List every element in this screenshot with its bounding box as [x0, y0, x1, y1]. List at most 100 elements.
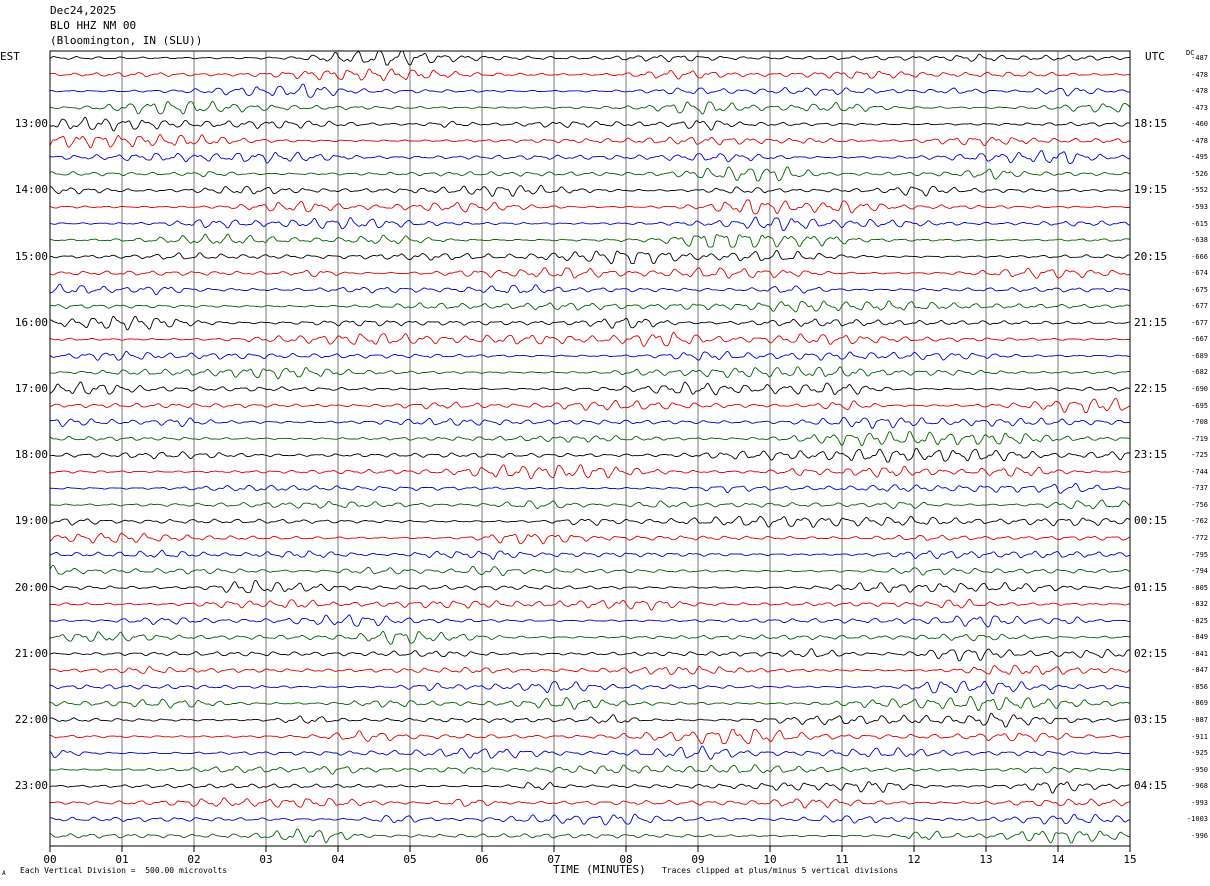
seismic-trace-8	[49, 166, 1131, 182]
dc-offset-label: -737	[1191, 484, 1208, 493]
dc-offset-label: -832	[1191, 600, 1208, 609]
seismic-trace-47	[49, 813, 1130, 826]
dc-offset-label: -825	[1191, 616, 1208, 625]
seismic-trace-41	[49, 712, 1131, 728]
est-hour-label: 19:00	[14, 514, 48, 528]
seismic-trace-17	[50, 315, 1131, 331]
dc-offset-label: -675	[1191, 285, 1208, 294]
utc-hour-label: 18:15	[1134, 117, 1168, 131]
seismic-trace-42	[49, 729, 1131, 745]
seismic-trace-43	[49, 745, 1130, 760]
dc-offset-label: -725	[1191, 451, 1208, 460]
dc-offset-label: -593	[1191, 202, 1208, 211]
dc-offset-label: -968	[1191, 782, 1208, 791]
est-hour-label: 21:00	[14, 646, 48, 660]
dc-offset-label: -993	[1191, 798, 1208, 807]
seismic-trace-38	[49, 664, 1131, 676]
dc-offset-label: -473	[1191, 103, 1208, 112]
est-hour-label: 16:00	[14, 315, 48, 329]
dc-offset-label: -869	[1191, 699, 1208, 708]
dc-offset-label: -695	[1191, 401, 1208, 410]
dc-offset-label: -762	[1191, 517, 1208, 526]
est-hour-label: 18:00	[14, 448, 48, 462]
footer-mark: A	[2, 870, 6, 877]
seismic-trace-46	[49, 797, 1131, 809]
utc-hour-label: 01:15	[1134, 580, 1168, 594]
seismic-trace-19	[49, 350, 1131, 361]
est-hour-label: 17:00	[14, 382, 48, 395]
seismic-trace-35	[50, 614, 1131, 628]
seismic-trace-24	[49, 431, 1131, 447]
utc-hour-label: 04:15	[1134, 779, 1168, 793]
seismic-trace-26	[49, 464, 1131, 480]
seismic-trace-5	[49, 116, 1131, 132]
seismic-trace-20	[49, 366, 1131, 380]
dc-offset-label: -756	[1191, 500, 1208, 509]
dc-offset-label: -708	[1191, 418, 1208, 427]
dc-offset-label: -849	[1191, 633, 1208, 642]
seismic-trace-48	[49, 828, 1130, 844]
seismic-trace-6	[49, 133, 1131, 149]
dc-offset-label: -847	[1191, 666, 1208, 675]
seismic-trace-29	[49, 515, 1131, 528]
right-timezone-label: UTC	[1145, 50, 1165, 63]
x-axis-title: TIME (MINUTES)	[553, 863, 646, 876]
dc-offset-label: -805	[1191, 583, 1208, 592]
utc-hour-label: 20:15	[1134, 249, 1168, 263]
dc-offset-label: -887	[1191, 716, 1208, 724]
est-hour-label: 14:00	[14, 183, 48, 197]
seismic-trace-15	[49, 283, 1131, 296]
clip-note: Traces clipped at plus/minus 5 vertical …	[662, 866, 899, 875]
x-tick-label: 06	[475, 853, 489, 866]
seismic-trace-33	[49, 580, 1131, 594]
utc-hour-label: 21:15	[1134, 315, 1168, 329]
x-tick-label: 01	[115, 853, 129, 866]
x-tick-label: 08	[619, 853, 633, 866]
plot-frame	[49, 50, 1131, 847]
seismic-trace-21	[49, 381, 1131, 396]
x-tick-label: 04	[331, 853, 345, 866]
dc-offset-label: -690	[1191, 385, 1208, 393]
seismic-trace-45	[49, 781, 1131, 794]
dc-offset-label: -638	[1191, 236, 1208, 245]
seismic-trace-9	[50, 184, 1131, 197]
seismic-trace-28	[49, 499, 1131, 510]
minute-gridlines	[121, 51, 1059, 846]
seismic-trace-10	[49, 199, 1131, 215]
dc-offset-label: -682	[1191, 368, 1208, 377]
station-location: (Bloomington, IN (SLU))	[50, 34, 203, 47]
seismic-trace-14	[49, 267, 1131, 279]
dc-offset-label: -478	[1191, 70, 1208, 79]
seismic-trace-23	[49, 416, 1131, 429]
station-code: BLO HHZ NM 00	[50, 19, 137, 32]
x-tick-label: 09	[691, 853, 705, 866]
seismic-trace-18	[49, 332, 1130, 347]
utc-hour-label: 22:15	[1134, 382, 1168, 395]
dc-offset-label: -996	[1191, 831, 1208, 840]
dc-offset-label: -667	[1191, 335, 1208, 344]
x-tick-label: 00	[43, 853, 57, 866]
plot-date: Dec24,2025	[50, 4, 117, 17]
utc-hour-label: 19:15	[1134, 183, 1168, 197]
seismic-trace-16	[49, 300, 1131, 313]
utc-hour-label: 03:15	[1134, 713, 1168, 726]
seismic-trace-7	[49, 150, 1131, 164]
dc-offset-label: -666	[1191, 252, 1208, 261]
dc-offset-label: -495	[1191, 153, 1208, 162]
x-tick-label: 14	[1051, 853, 1065, 866]
dc-offset-label: -772	[1191, 533, 1208, 542]
dc-offset-label: -677	[1191, 318, 1208, 327]
dc-offset-label: -689	[1191, 351, 1208, 360]
dc-offset-label: -487	[1191, 54, 1208, 62]
seismic-traces	[49, 50, 1131, 844]
dc-offset-label: -841	[1191, 649, 1208, 658]
seismic-trace-31	[49, 549, 1131, 560]
x-tick-label: 13	[979, 853, 993, 866]
seismic-trace-34	[49, 599, 1131, 611]
x-tick-label: 05	[403, 853, 417, 866]
scale-note: Each Vertical Division = 500.00 microvol…	[20, 866, 228, 875]
dc-offset-label: -911	[1191, 732, 1208, 741]
dc-offset-label: -615	[1191, 219, 1208, 228]
seismic-trace-2	[49, 68, 1131, 81]
seismic-trace-3	[50, 83, 1131, 98]
